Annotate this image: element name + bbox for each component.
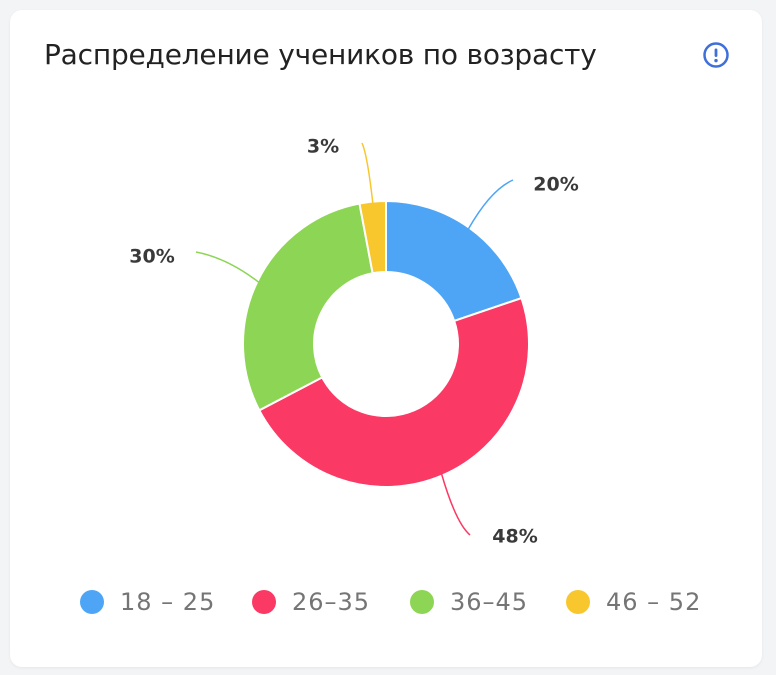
- slice-connector-4: [361, 142, 374, 204]
- legend-swatch: [566, 590, 590, 614]
- legend-label: 46 – 52: [606, 588, 702, 616]
- donut-chart: 20% 48% 30% 3%: [129, 136, 578, 548]
- legend-swatch: [410, 590, 434, 614]
- slice-4[interactable]: [358, 199, 387, 275]
- legend-item-1[interactable]: 18 – 25: [80, 588, 215, 616]
- data-label-3: 30%: [129, 246, 174, 268]
- chart-legend: 18 – 25 26–35 36–45 46 – 52: [0, 580, 776, 620]
- chart-card: Распределение учеников по возрасту: [10, 10, 762, 667]
- legend-label: 26–35: [292, 588, 371, 616]
- legend-item-3[interactable]: 36–45: [410, 588, 528, 616]
- legend-swatch: [80, 590, 104, 614]
- legend-swatch: [252, 590, 276, 614]
- info-icon[interactable]: [702, 41, 730, 69]
- slice-connector-3: [195, 251, 260, 284]
- slice-3[interactable]: [242, 202, 374, 412]
- card-title: Распределение учеников по возрасту: [44, 38, 597, 71]
- slice-1[interactable]: [385, 199, 523, 323]
- legend-label: 18 – 25: [120, 588, 216, 616]
- data-label-2: 48%: [492, 526, 537, 548]
- data-label-4: 3%: [307, 136, 339, 158]
- slice-connector-2: [440, 473, 471, 536]
- slice-connector-1: [467, 179, 514, 230]
- legend-item-4[interactable]: 46 – 52: [566, 588, 701, 616]
- slice-2[interactable]: [257, 296, 530, 488]
- legend-label: 36–45: [450, 588, 529, 616]
- data-label-1: 20%: [533, 174, 578, 196]
- legend-item-2[interactable]: 26–35: [252, 588, 370, 616]
